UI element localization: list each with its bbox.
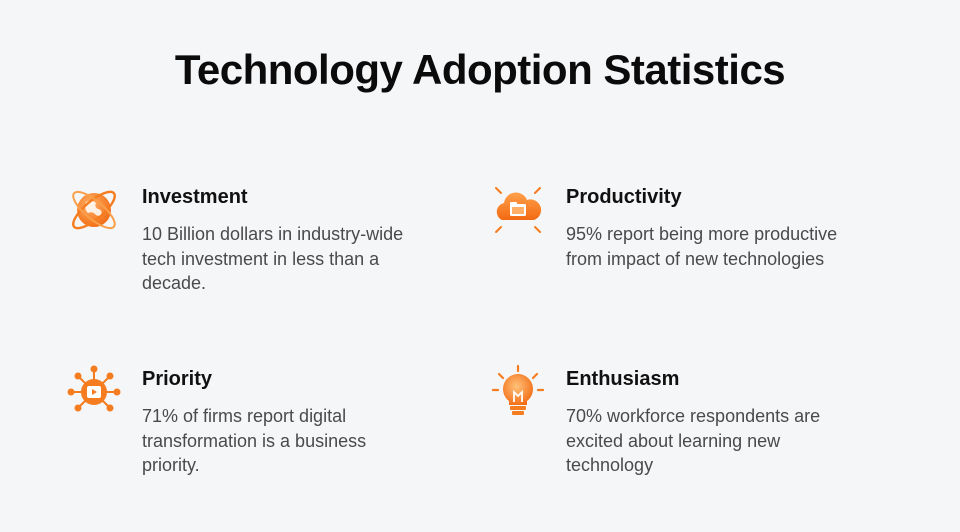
stat-description: 70% workforce respondents are excited ab… xyxy=(566,406,821,475)
stat-card-enthusiasm: Enthusiasm 70% workforce respondents are… xyxy=(490,364,850,484)
lightbulb-icon xyxy=(490,364,546,420)
stat-card-productivity: Productivity 95% report being more produ… xyxy=(490,182,850,302)
stat-title: Productivity xyxy=(566,186,682,208)
page-title: Technology Adoption Statistics xyxy=(174,46,786,93)
network-hub-icon xyxy=(66,364,122,420)
stat-title: Investment xyxy=(142,186,248,208)
stat-title: Priority xyxy=(142,368,213,390)
stat-title: Enthusiasm xyxy=(566,368,680,390)
stat-description: 71% of firms report digital transformati… xyxy=(142,406,367,475)
globe-orbit-icon xyxy=(66,182,122,238)
stat-description: 95% report being more productive from im… xyxy=(566,224,838,269)
stat-description: 10 Billion dollars in industry-wide tech… xyxy=(142,224,404,293)
cloud-folder-icon xyxy=(490,182,546,238)
stat-card-priority: Priority 71% of firms report digital tra… xyxy=(66,364,426,484)
stat-card-investment: Investment 10 Billion dollars in industr… xyxy=(66,182,426,302)
